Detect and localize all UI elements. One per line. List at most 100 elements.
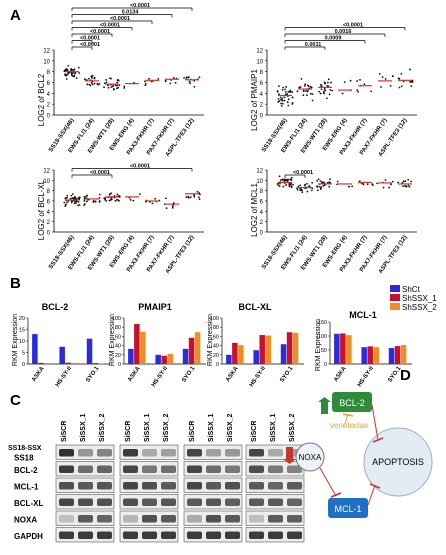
data-point — [164, 79, 167, 82]
bar — [292, 332, 299, 364]
data-point — [110, 77, 112, 80]
edge-noxa-mcl1 — [319, 467, 337, 497]
y-tick-label: 15 — [19, 328, 25, 334]
scatter-bcl2: LOG2 of BCL2 024681012SS18-SSX(46)EWS-FL… — [37, 3, 204, 158]
p-value-label: <0.0001 — [80, 42, 100, 48]
data-point — [83, 204, 86, 207]
data-point — [138, 193, 141, 195]
lane-label: SiSSX_2 — [99, 413, 106, 442]
bar — [155, 354, 161, 364]
data-point — [73, 196, 76, 199]
data-point — [128, 197, 131, 199]
data-point — [356, 80, 358, 82]
data-point — [71, 69, 74, 71]
noxa-node — [295, 442, 325, 472]
data-point — [292, 183, 294, 186]
data-point — [278, 175, 281, 178]
data-point — [115, 198, 118, 201]
blot-band — [142, 465, 157, 473]
data-point — [316, 179, 319, 182]
bar — [161, 355, 167, 364]
data-point — [66, 194, 69, 197]
data-point — [86, 200, 88, 203]
y-tick-label: 40 — [115, 344, 121, 350]
data-point — [83, 199, 86, 202]
ylabel-bclxl: LOG2 of BCL-XL — [37, 179, 46, 240]
blot-band — [268, 498, 283, 506]
data-point — [311, 93, 314, 95]
p-value-label: <0.0001 — [130, 3, 150, 9]
y-tick-label: 50 — [321, 348, 327, 354]
data-point — [86, 83, 89, 86]
blot-band — [78, 498, 93, 506]
y-tick-label: 20 — [115, 353, 121, 359]
blot-band — [225, 531, 240, 539]
ylabel-bcl2: LOG2 of BCL2 — [37, 73, 46, 126]
blot-band — [225, 465, 240, 473]
data-point — [329, 89, 332, 91]
data-point — [286, 93, 289, 96]
edge-mcl1-apoptosis — [367, 484, 376, 506]
y-tick-label: 8 — [260, 70, 264, 76]
category-label: SYO.1 — [279, 365, 294, 383]
data-point — [370, 90, 373, 93]
data-point — [83, 78, 86, 81]
data-point — [322, 185, 325, 187]
data-point — [172, 76, 175, 79]
data-point — [305, 89, 307, 92]
data-point — [98, 193, 101, 196]
panel-letter-b: B — [10, 275, 21, 292]
data-point — [157, 77, 160, 80]
edge-bcl2-apoptosis — [371, 404, 379, 441]
data-point — [291, 102, 294, 104]
y-tick-label: 4 — [260, 210, 264, 216]
data-point — [299, 189, 302, 192]
data-point — [391, 75, 394, 78]
blot-band — [97, 531, 112, 539]
y-tick-label: 10 — [43, 179, 50, 185]
bar-ylabel-pmaip1: RKM Expression — [109, 314, 116, 366]
bar — [232, 342, 238, 364]
data-point — [70, 201, 73, 204]
data-point — [326, 97, 328, 100]
p-value-label: 0.0016 — [335, 29, 352, 35]
bar — [265, 335, 271, 364]
y-tick-label: 12 — [43, 169, 50, 175]
y-tick-label: 0 — [324, 362, 327, 368]
scatter-pmaip1: LOG2 of PMAIP1 024681012SS18-SSX(46)EWS-… — [250, 23, 417, 158]
bar — [167, 353, 173, 364]
data-point — [97, 83, 100, 86]
category-label: SYO.1 — [85, 365, 100, 383]
data-point — [73, 68, 76, 71]
y-tick-label: 2 — [260, 103, 264, 109]
bar-title-bclxl: BCL-XL — [239, 302, 272, 312]
y-tick-label: 20 — [213, 353, 219, 359]
data-point — [77, 204, 79, 207]
data-point — [78, 196, 81, 199]
data-point — [88, 83, 91, 86]
edge-noxa-mcl1-bar — [330, 492, 342, 498]
bar — [388, 348, 395, 364]
bcl2-label: BCL-2 — [339, 398, 365, 408]
data-point — [171, 205, 174, 208]
data-point — [320, 88, 323, 91]
bar — [92, 363, 99, 364]
blot-label-ss18-ssx: SS18-SSX — [8, 445, 42, 452]
data-point — [311, 99, 314, 102]
data-point — [118, 196, 121, 198]
data-point — [310, 189, 313, 192]
data-point — [280, 98, 282, 101]
legend-label-shssx2: ShSSX_2 — [402, 303, 437, 312]
bar — [238, 345, 244, 364]
data-point — [174, 81, 177, 84]
bar-bcl2: BCL-2 RKM Expression 0 5 10 15 20 ASKA HS-SY-I… — [12, 302, 110, 388]
data-point — [198, 76, 201, 79]
bar-ylabel-mcl1: RKM Expression — [315, 319, 322, 371]
lane-label: SiSCR — [61, 421, 68, 442]
data-point — [304, 183, 306, 186]
blot-row-label: NOXA — [14, 515, 37, 524]
data-point — [297, 185, 300, 188]
data-point — [113, 88, 115, 91]
data-point — [324, 82, 327, 85]
data-point — [105, 200, 108, 202]
